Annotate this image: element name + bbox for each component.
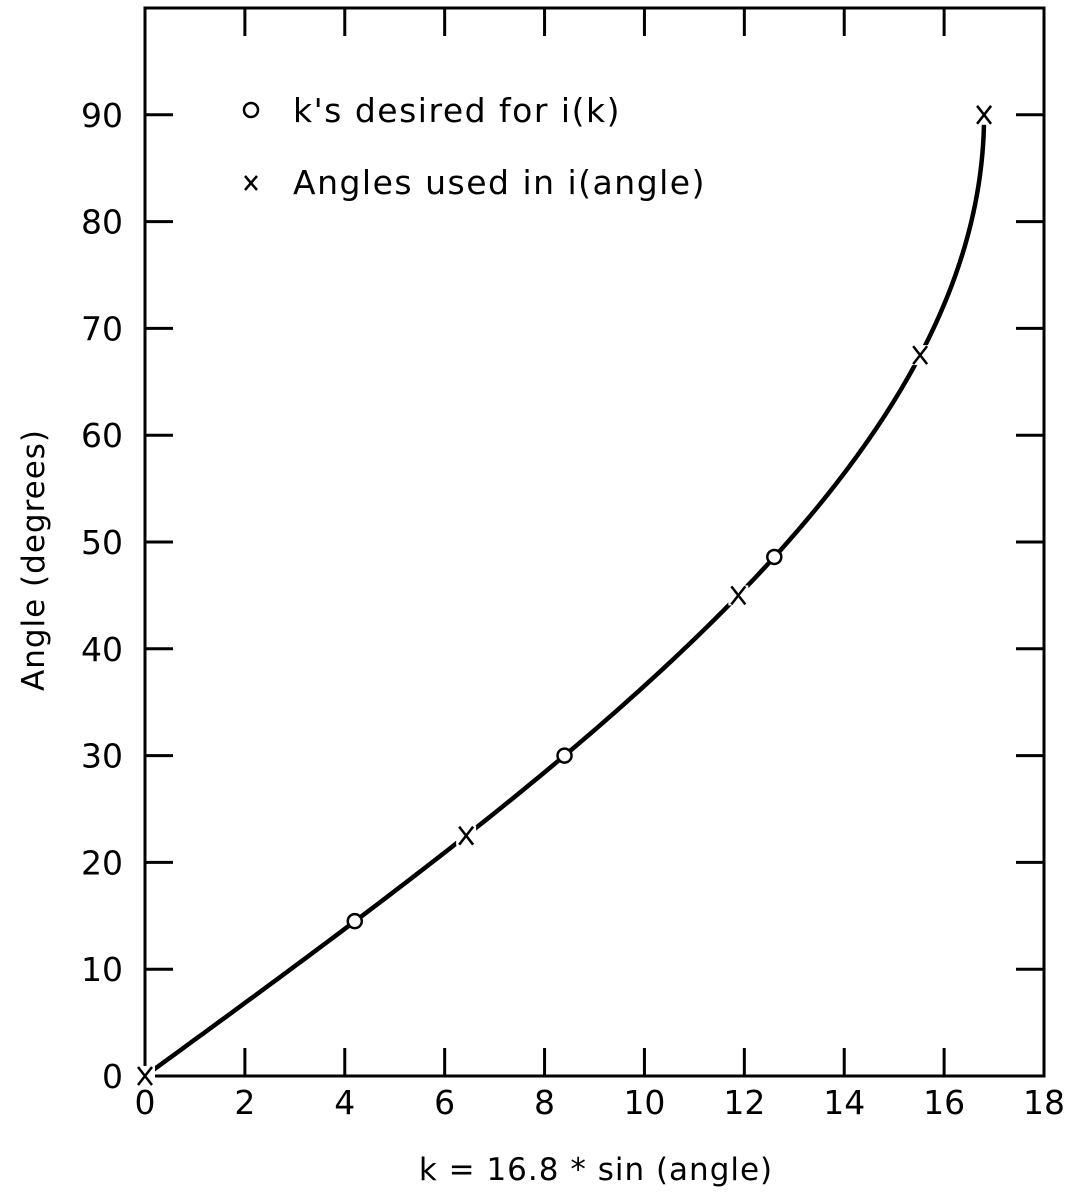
legend-label-angles: Angles used in i(angle) xyxy=(293,163,706,202)
y-tick-label: 30 xyxy=(81,737,123,776)
data-point-x xyxy=(458,825,475,846)
x-tick-label: 8 xyxy=(534,1083,555,1122)
x-tick-label: 12 xyxy=(723,1083,765,1122)
data-markers xyxy=(135,104,995,1086)
legend-label-desired: k's desired for i(k) xyxy=(293,91,621,130)
y-tick-label: 80 xyxy=(81,203,123,242)
tick-labels: 0 2 4 6 8 10 12 14 16 18 0 10 20 30 40 50 60 70 80 90 xyxy=(81,96,1065,1122)
legend-circle-marker xyxy=(242,101,260,119)
y-tick-label: 50 xyxy=(81,523,123,562)
x-tick-label: 10 xyxy=(623,1083,665,1122)
y-tick-label: 0 xyxy=(102,1057,123,1096)
data-point-x xyxy=(730,585,747,606)
data-point-x xyxy=(976,105,993,125)
legend: k's desired for i(k) Angles used in i(an… xyxy=(242,91,706,202)
x-tick-label: 2 xyxy=(234,1083,255,1122)
legend-x-marker xyxy=(244,175,258,191)
y-tick-label: 60 xyxy=(81,416,123,455)
x-tick-label: 0 xyxy=(135,1083,156,1122)
y-axis-title: Angle (degrees) xyxy=(16,429,52,691)
y-tick-label: 10 xyxy=(81,950,123,989)
x-tick-label: 16 xyxy=(923,1083,965,1122)
data-curve xyxy=(142,112,987,1079)
x-axis-title: k = 16.8 * sin (angle) xyxy=(419,1152,773,1188)
y-tick-label: 40 xyxy=(81,630,123,669)
tick-marks xyxy=(145,8,1044,1076)
x-tick-label: 4 xyxy=(334,1083,355,1122)
data-point-circle xyxy=(556,747,573,764)
y-tick-label: 70 xyxy=(81,309,123,348)
data-point-x xyxy=(912,345,929,365)
data-point-x xyxy=(137,1066,153,1086)
x-tick-label: 6 xyxy=(434,1083,455,1122)
x-tick-label: 18 xyxy=(1023,1083,1065,1122)
x-tick-label: 14 xyxy=(823,1083,865,1122)
y-tick-label: 90 xyxy=(81,96,123,135)
data-point-circle xyxy=(766,548,783,566)
y-tick-label: 20 xyxy=(81,843,123,882)
data-point-circle xyxy=(346,912,364,930)
